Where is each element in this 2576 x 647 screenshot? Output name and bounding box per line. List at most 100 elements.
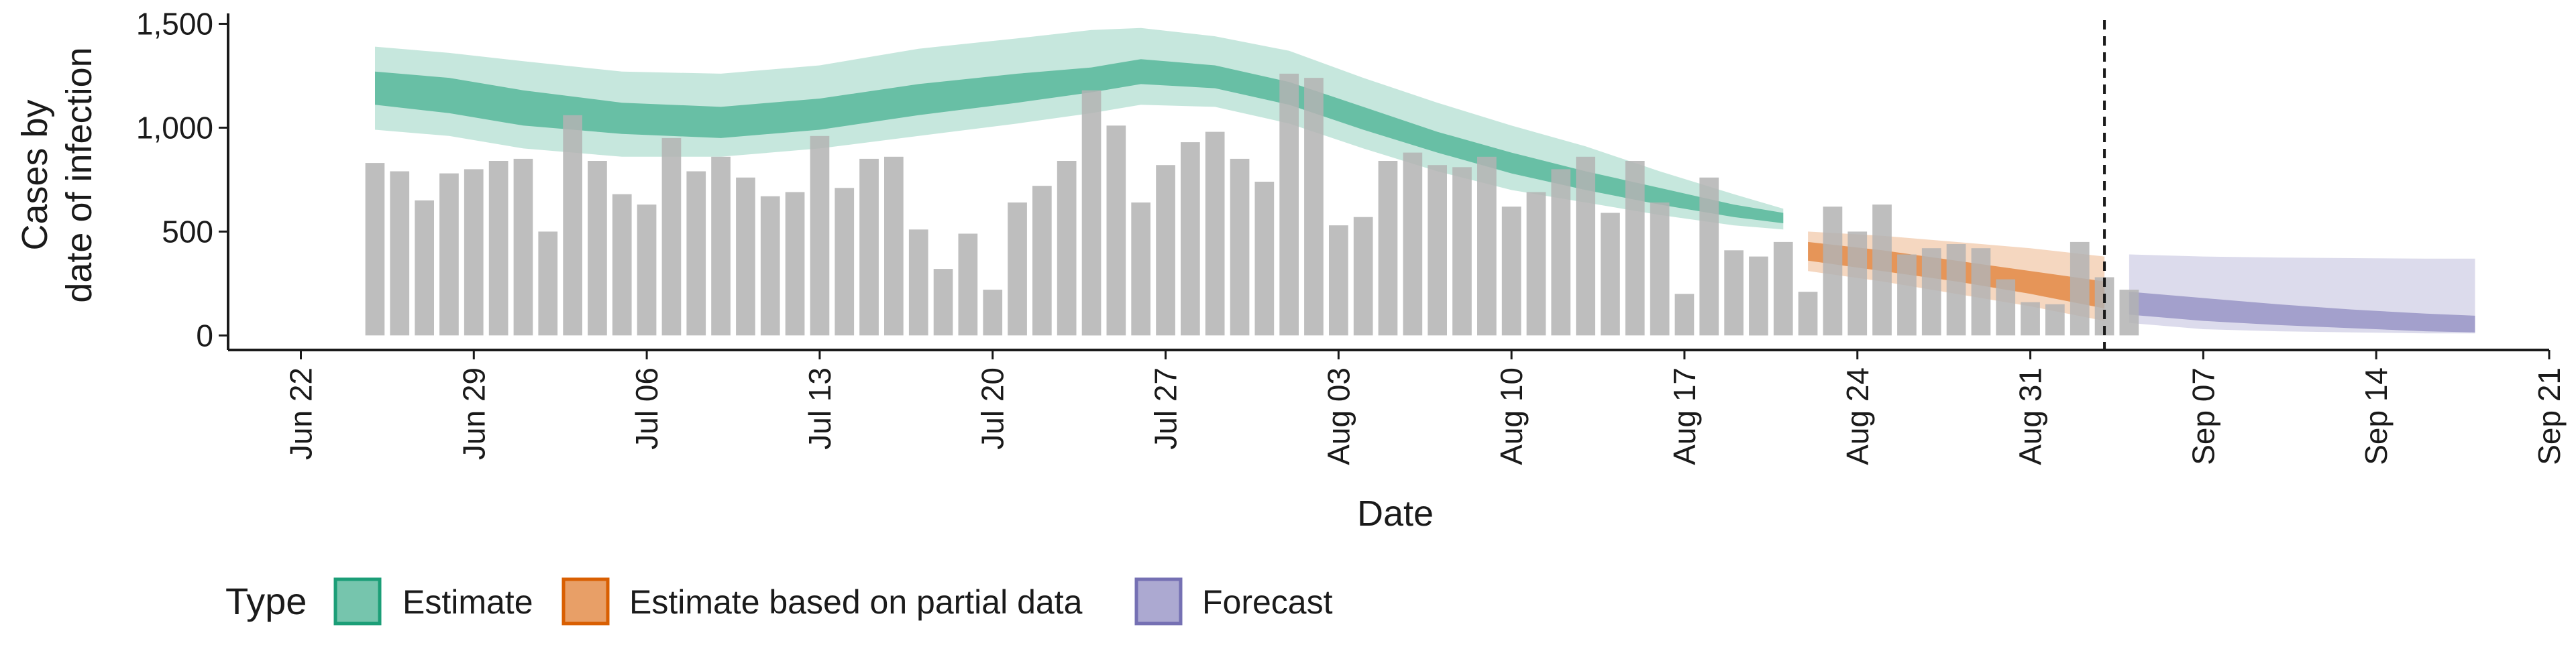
band-outer-series-0	[375, 27, 1784, 230]
x-tick-label: Aug 24	[1840, 367, 1875, 465]
x-tick-label: Sep 14	[2359, 367, 2394, 465]
bar	[415, 200, 434, 336]
x-tick-label: Sep 21	[2532, 367, 2567, 465]
bar	[1181, 142, 1200, 336]
bar	[1254, 182, 1275, 336]
x-tick-label: Aug 10	[1494, 367, 1529, 465]
bar	[1650, 202, 1670, 336]
bar	[1329, 225, 1348, 336]
legend-key-0	[333, 577, 382, 626]
bar	[983, 290, 1003, 336]
x-tick-label: Jul 27	[1148, 367, 1183, 450]
legend-key-1	[561, 577, 610, 626]
bar	[736, 177, 755, 336]
bar	[1699, 177, 1719, 336]
bar	[1008, 202, 1027, 336]
x-tick-label: Sep 07	[2186, 367, 2220, 465]
bar	[1551, 169, 1571, 336]
x-tick-label: Aug 17	[1667, 367, 1702, 465]
band-inner-series-0	[375, 59, 1784, 223]
bar	[1081, 90, 1102, 336]
y-tick-label: 0	[196, 318, 213, 353]
x-axis-title: Date	[1357, 493, 1434, 534]
x-tick-label: Jul 20	[975, 367, 1010, 450]
bar	[1230, 158, 1250, 336]
y-tick-label: 1,500	[136, 6, 213, 41]
bar	[1971, 248, 1991, 336]
bar	[1625, 161, 1645, 336]
x-tick-label: Aug 31	[2013, 367, 2048, 465]
bar	[1823, 207, 1843, 336]
legend-label-0: Estimate	[402, 583, 533, 621]
bar	[390, 171, 410, 336]
y-axis-title-line: date of infection	[59, 47, 99, 302]
bar	[1477, 156, 1497, 336]
bar	[1032, 186, 1052, 336]
bar	[464, 169, 484, 336]
bar	[1279, 73, 1299, 336]
y-axis-title: Cases by date of infection	[15, 47, 99, 302]
bar	[2045, 304, 2065, 336]
case-bars	[365, 73, 2139, 336]
x-tick-label: Jun 22	[283, 367, 318, 460]
bar	[538, 231, 558, 336]
y-tick-label: 500	[162, 214, 213, 249]
band-inner-series-2	[2129, 292, 2475, 333]
legend-title: Type	[225, 580, 307, 622]
bar	[1452, 167, 1472, 336]
bar	[760, 196, 780, 336]
bar	[859, 158, 879, 336]
bar	[488, 161, 508, 336]
legend-label-2: Forecast	[1202, 583, 1333, 621]
x-tick-label: Aug 03	[1321, 367, 1356, 465]
bar	[439, 173, 459, 336]
y-axis-title-line: Cases by	[15, 99, 55, 250]
bar	[588, 161, 607, 336]
bar	[1131, 202, 1150, 336]
bar	[1106, 125, 1126, 336]
bar	[612, 194, 632, 336]
legend: Type Estimate Estimate based on partial da…	[225, 577, 1333, 626]
bar	[1674, 294, 1695, 336]
bar	[1872, 204, 1892, 336]
legend-label-1: Estimate based on partial data	[629, 583, 1083, 621]
bar	[2070, 241, 2090, 336]
bar	[1156, 165, 1175, 336]
bar	[810, 135, 830, 336]
legend-key-2	[1134, 577, 1183, 626]
bar	[908, 229, 928, 336]
bar	[686, 171, 706, 336]
bar	[1576, 156, 1595, 336]
bar	[1353, 217, 1373, 336]
bar	[661, 137, 682, 336]
bar	[1378, 161, 1398, 336]
bar	[1897, 254, 1917, 336]
bar	[1996, 279, 2016, 336]
bar	[1798, 292, 1818, 336]
bar	[563, 115, 582, 336]
bar	[1304, 78, 1324, 336]
bar	[835, 188, 855, 336]
bar	[1749, 256, 1768, 336]
y-tick-label: 1,000	[136, 110, 213, 145]
bar	[1847, 231, 1868, 336]
bar	[2119, 290, 2139, 336]
bar	[884, 156, 904, 336]
bar	[711, 156, 731, 336]
bar	[1428, 165, 1447, 336]
bar	[1946, 244, 1966, 336]
x-tick-label: Jun 29	[456, 367, 491, 460]
bar	[1057, 161, 1077, 336]
bar	[1526, 192, 1546, 336]
bar	[637, 204, 657, 336]
x-tick-label: Jul 13	[802, 367, 837, 450]
bar	[1501, 207, 1521, 336]
bar	[365, 163, 385, 336]
bar	[1921, 248, 1941, 336]
bar	[513, 158, 533, 336]
bar	[958, 233, 978, 336]
axes: 0 500 1,000 1,500 Jun 22 Jun 29 Jul 06 Jul 13 Ju…	[15, 6, 2567, 534]
bar	[1205, 131, 1225, 336]
